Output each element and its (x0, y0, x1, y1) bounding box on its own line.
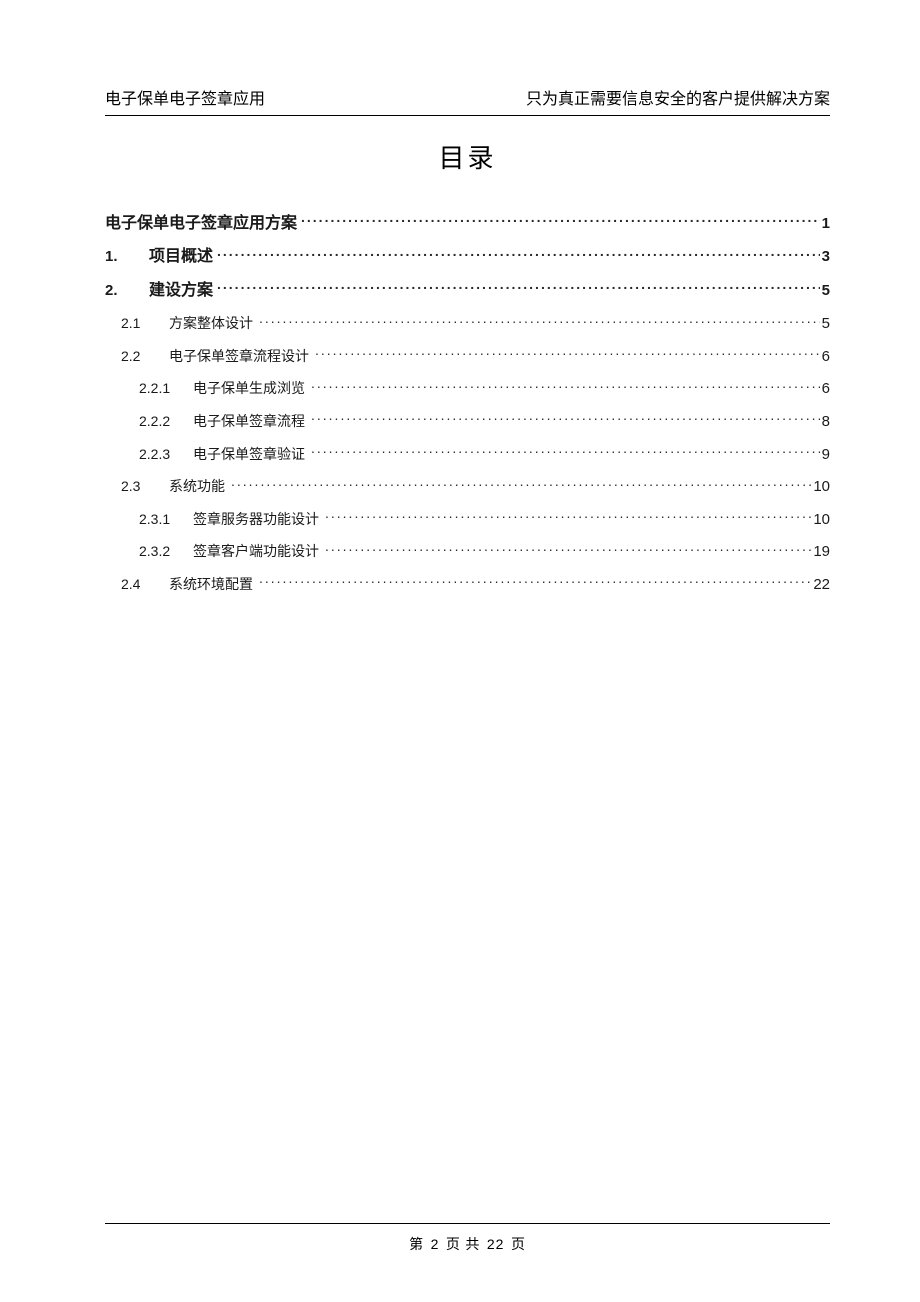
toc-entry-page: 3 (820, 246, 830, 267)
toc-entry: 2.2电子保单签章流程设计 6 (105, 346, 830, 368)
toc-entry: 2.建设方案 5 (105, 280, 830, 302)
toc-entry-page: 19 (811, 541, 830, 562)
toc-entry: 2.2.3电子保单签章验证 9 (105, 444, 830, 466)
toc-entry-number: 2.1 (121, 314, 169, 334)
toc-leader-dots (315, 347, 820, 361)
toc-entry-page: 10 (811, 509, 830, 530)
toc-entry-number: 2.2.3 (139, 445, 193, 465)
toc-entry: 2.3.2签章客户端功能设计 19 (105, 541, 830, 563)
toc-entry-page: 6 (820, 346, 830, 367)
toc-leader-dots (217, 281, 820, 295)
toc-entry-number: 2. (105, 280, 149, 301)
toc-entry-page: 5 (820, 313, 830, 334)
toc-title: 目录 (105, 138, 830, 175)
toc-entry-page: 6 (820, 378, 830, 399)
toc-entry-label: 电子保单生成浏览 (193, 380, 305, 400)
toc-leader-dots (231, 477, 811, 491)
page-header: 电子保单电子签章应用 只为真正需要信息安全的客户提供解决方案 (105, 85, 830, 116)
toc-entry-number: 2.3.2 (139, 542, 193, 562)
toc-entry: 2.4系统环境配置 22 (105, 574, 830, 596)
toc-entry: 2.3.1签章服务器功能设计 10 (105, 509, 830, 531)
header-left-text: 电子保单电子签章应用 (105, 85, 265, 109)
page-footer: 第 2 页 共 22 页 (105, 1223, 830, 1254)
footer-mid: 页 共 (446, 1238, 481, 1253)
toc-entry-label: 电子保单签章验证 (193, 446, 305, 466)
toc-entry-label: 方案整体设计 (169, 315, 253, 335)
toc-entry-number: 2.4 (121, 575, 169, 595)
toc-entry-number: 2.3.1 (139, 510, 193, 530)
toc-entry-label: 系统环境配置 (169, 576, 253, 596)
toc-entry-label: 电子保单电子签章应用方案 (105, 213, 297, 235)
toc-entry-page: 10 (811, 476, 830, 497)
toc-leader-dots (301, 214, 820, 228)
toc-leader-dots (325, 510, 811, 524)
toc-entry: 电子保单电子签章应用方案 1 (105, 213, 830, 235)
toc-entry-page: 9 (820, 444, 830, 465)
toc-entry: 2.2.1电子保单生成浏览 6 (105, 378, 830, 400)
toc-leader-dots (259, 575, 811, 589)
toc-entry-page: 5 (820, 280, 830, 301)
toc-entry: 2.3系统功能 10 (105, 476, 830, 498)
toc-entry-label: 系统功能 (169, 478, 225, 498)
toc-entry-label: 签章服务器功能设计 (193, 511, 319, 531)
toc-entry-page: 22 (811, 574, 830, 595)
footer-suffix: 页 (511, 1238, 526, 1253)
footer-prefix: 第 (409, 1238, 424, 1253)
table-of-contents: 电子保单电子签章应用方案 1 1.项目概述 3 2.建设方案 5 2.1方案整体设计 5 2.2… (105, 213, 830, 596)
toc-entry-number: 2.3 (121, 477, 169, 497)
toc-entry: 1.项目概述 3 (105, 246, 830, 268)
toc-entry-label: 签章客户端功能设计 (193, 543, 319, 563)
toc-entry-page: 1 (820, 213, 830, 234)
document-page: 电子保单电子签章应用 只为真正需要信息安全的客户提供解决方案 目录 电子保单电子… (0, 0, 920, 1302)
toc-entry: 2.2.2电子保单签章流程 8 (105, 411, 830, 433)
toc-leader-dots (217, 247, 820, 261)
toc-leader-dots (259, 314, 820, 328)
toc-leader-dots (311, 445, 820, 459)
toc-entry-label: 电子保单签章流程 (193, 413, 305, 433)
toc-leader-dots (311, 412, 820, 426)
toc-entry-number: 2.2 (121, 347, 169, 367)
footer-total-pages: 22 (485, 1236, 507, 1252)
toc-leader-dots (311, 379, 820, 393)
toc-entry-number: 2.2.2 (139, 412, 193, 432)
toc-entry-number: 2.2.1 (139, 379, 193, 399)
toc-entry-label: 电子保单签章流程设计 (169, 348, 309, 368)
header-right-text: 只为真正需要信息安全的客户提供解决方案 (526, 85, 830, 109)
footer-current-page: 2 (429, 1236, 442, 1252)
toc-entry-label: 项目概述 (149, 246, 213, 268)
toc-entry-number: 1. (105, 246, 149, 267)
toc-entry-label: 建设方案 (149, 280, 213, 302)
toc-entry: 2.1方案整体设计 5 (105, 313, 830, 335)
toc-entry-page: 8 (820, 411, 830, 432)
toc-leader-dots (325, 542, 811, 556)
